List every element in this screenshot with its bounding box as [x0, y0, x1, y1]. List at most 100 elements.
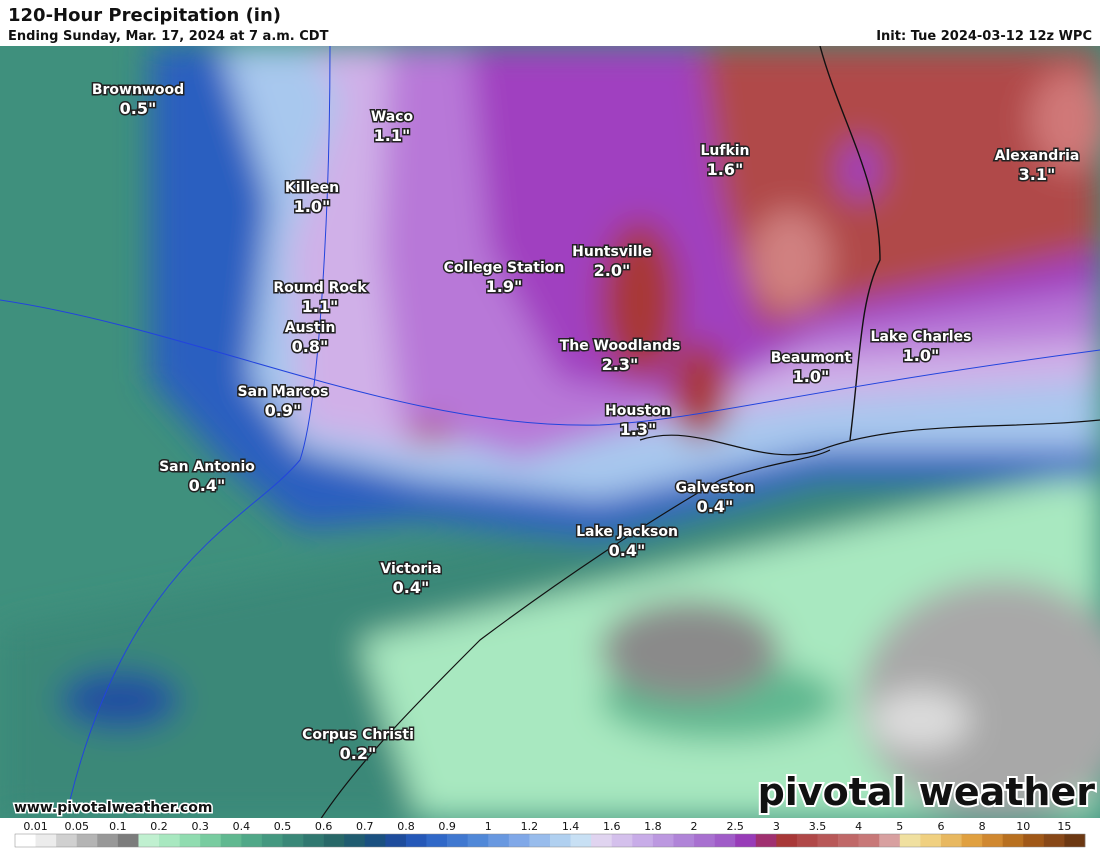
legend-cell [426, 834, 448, 847]
city-name: Corpus Christi [302, 727, 414, 743]
city-value: 0.4" [189, 476, 226, 495]
legend-cell [303, 834, 324, 847]
city-name: Brownwood [92, 82, 184, 98]
brand: pivotal weather [758, 770, 1096, 814]
legend-cell [529, 834, 551, 847]
legend-cell [447, 834, 468, 847]
legend-cell [15, 834, 36, 847]
legend-cell [1023, 834, 1045, 847]
legend-cell [632, 834, 654, 847]
legend-cell [117, 834, 139, 847]
legend-cell [200, 834, 222, 847]
legend-cell [138, 834, 160, 847]
legend-label: 0.9 [438, 820, 456, 833]
city-value: 1.0" [793, 367, 830, 386]
city-value: 0.4" [697, 497, 734, 516]
legend-cell [282, 834, 304, 847]
legend-cell [405, 834, 427, 847]
city-name: Houston [605, 403, 671, 419]
legend-label: 8 [979, 820, 986, 833]
city-value: 1.0" [294, 197, 331, 216]
website: www.pivotalweather.com [14, 800, 213, 816]
legend-cell [591, 834, 613, 847]
legend-cell [550, 834, 571, 847]
city-value: 0.2" [340, 744, 377, 763]
legend-border [14, 833, 1086, 848]
city-value: 1.1" [302, 297, 339, 316]
legend-cell [858, 834, 880, 847]
legend-label: 1.8 [644, 820, 662, 833]
legend-cell [1064, 834, 1086, 847]
city-name: The Woodlands [560, 338, 681, 354]
city-name: Waco [371, 109, 414, 125]
legend-label: 0.6 [315, 820, 333, 833]
legend-label: 0.2 [150, 820, 168, 833]
legend-label: 3 [773, 820, 780, 833]
legend-label: 2 [691, 820, 698, 833]
legend-label: 0.1 [109, 820, 127, 833]
legend-label: 0.8 [397, 820, 415, 833]
city-name: Huntsville [572, 244, 652, 260]
city-name: Lake Charles [871, 329, 972, 345]
city-name: Lufkin [700, 143, 749, 159]
city-name: Victoria [380, 561, 441, 577]
legend-cell [940, 834, 962, 847]
legend-cell [508, 834, 530, 847]
legend-cell [76, 834, 98, 847]
city-name: San Marcos [238, 384, 329, 400]
legend-cell [755, 834, 777, 847]
city-value: 1.3" [620, 420, 657, 439]
precip-field [0, 46, 1100, 818]
legend-cell [1043, 834, 1065, 847]
city-value: 0.4" [393, 578, 430, 597]
legend-label: 5 [896, 820, 903, 833]
legend-label: 1.2 [521, 820, 539, 833]
city-name: Lake Jackson [576, 524, 678, 540]
legend-cell [982, 834, 1003, 847]
city-value: 1.9" [486, 277, 523, 296]
legend-cell [1002, 834, 1024, 847]
city-name: Galveston [676, 480, 755, 496]
legend-cell [488, 834, 510, 847]
legend-label: 0.7 [356, 820, 374, 833]
legend-cell [159, 834, 180, 847]
city-value: 0.8" [292, 337, 329, 356]
legend-label: 0.05 [64, 820, 89, 833]
legend-cell [879, 834, 901, 847]
city-value: 0.4" [609, 541, 646, 560]
legend-cell [735, 834, 757, 847]
legend-cell [817, 834, 839, 847]
legend-label: 15 [1057, 820, 1071, 833]
legend-cell [570, 834, 592, 847]
legend-cell [323, 834, 345, 847]
city-name: Alexandria [995, 148, 1080, 164]
city-value: 1.0" [903, 346, 940, 365]
legend-cell [35, 834, 57, 847]
legend-label: 3.5 [809, 820, 827, 833]
city-name: Killeen [285, 180, 339, 196]
legend-cell [611, 834, 633, 847]
legend-label: 0.3 [191, 820, 209, 833]
legend-label: 0.4 [233, 820, 251, 833]
legend-cell [652, 834, 674, 847]
legend-label: 1.6 [603, 820, 621, 833]
legend-cell [220, 834, 242, 847]
city-value: 0.9" [265, 401, 302, 420]
city-value: 2.3" [602, 355, 639, 374]
legend-cell [385, 834, 407, 847]
legend-label: 4 [855, 820, 862, 833]
legend-label: 10 [1016, 820, 1030, 833]
city-value: 3.1" [1019, 165, 1056, 184]
city-name: College Station [444, 260, 565, 276]
legend-cell [673, 834, 695, 847]
legend-cell [467, 834, 489, 847]
subtitle: Ending Sunday, Mar. 17, 2024 at 7 a.m. C… [8, 29, 329, 44]
legend-cell [97, 834, 119, 847]
legend-cell [241, 834, 263, 847]
city-name: Austin [285, 320, 336, 336]
legend-cell [714, 834, 736, 847]
city-name: San Antonio [159, 459, 255, 475]
init-time: Init: Tue 2024-03-12 12z WPC [876, 29, 1092, 44]
